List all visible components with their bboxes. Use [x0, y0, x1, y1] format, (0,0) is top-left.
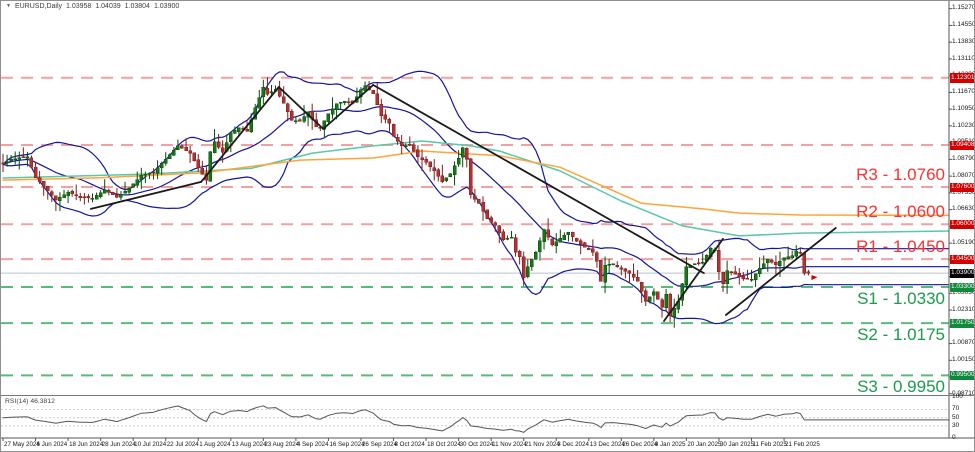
- ohlc-open: 1.03958: [66, 3, 92, 10]
- level-label-s2: S2 - 1.0175: [857, 325, 945, 345]
- level-label-r3: R3 - 1.0760: [856, 165, 945, 185]
- level-label-r2: R2 - 1.0600: [856, 202, 945, 222]
- rsi-line: [2, 405, 949, 433]
- chart-title-bar: ▼ EURUSD,Daily 1.03958 1.04039 1.03804 1…: [6, 3, 179, 10]
- rsi-value: 46.3812: [30, 398, 55, 405]
- support-resistance-lines: [1, 76, 949, 377]
- ohlc-low: 1.03804: [124, 3, 150, 10]
- candles-layer: [1, 77, 811, 328]
- ohlc-high: 1.04039: [95, 3, 121, 10]
- trendlines-layer[interactable]: [90, 84, 837, 322]
- rsi-indicator-label: RSI(14) 46.3812: [5, 398, 55, 405]
- rsi-guide-lines: [1, 409, 949, 427]
- pane-borders: [1, 1, 974, 441]
- level-label-s1: S1 - 1.0330: [857, 289, 945, 309]
- chart-collapse-icon[interactable]: ▼: [6, 3, 11, 9]
- ohlc-close: 1.03900: [153, 3, 180, 10]
- level-label-s3: S3 - 0.9950: [857, 377, 945, 397]
- ma-fast-line: [2, 140, 949, 237]
- last-bar-marker: [811, 275, 818, 281]
- symbol-title: EURUSD,Daily: [14, 3, 63, 10]
- rsi-name: RSI(14): [5, 398, 29, 405]
- level-label-r1: R1 - 1.0450: [856, 237, 945, 257]
